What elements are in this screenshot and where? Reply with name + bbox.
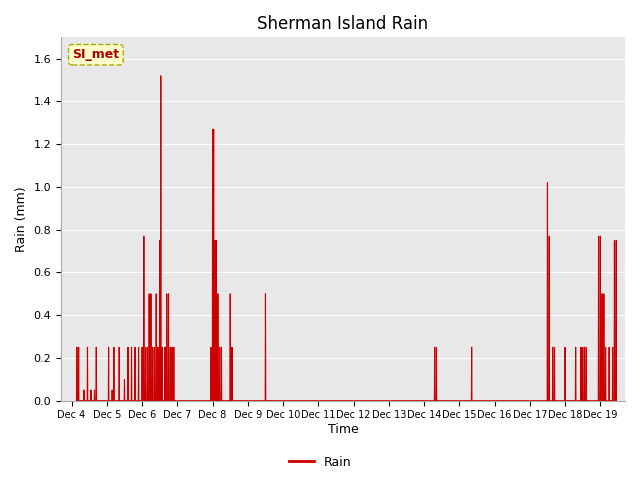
Y-axis label: Rain (mm): Rain (mm)	[15, 186, 28, 252]
Legend: Rain: Rain	[284, 451, 356, 474]
Title: Sherman Island Rain: Sherman Island Rain	[257, 15, 429, 33]
X-axis label: Time: Time	[328, 423, 358, 436]
Text: SI_met: SI_met	[72, 48, 120, 61]
